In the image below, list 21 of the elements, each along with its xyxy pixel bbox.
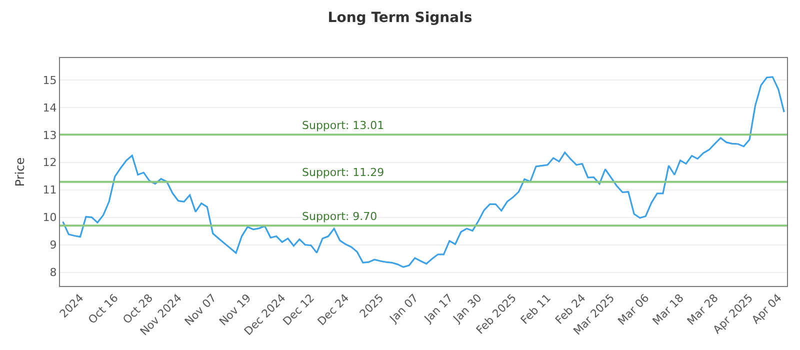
y-tick-label: 10 xyxy=(42,211,57,224)
y-axis-title: Price xyxy=(13,157,28,187)
y-tick-label: 14 xyxy=(42,101,57,114)
y-tick-label: 13 xyxy=(42,128,57,142)
ref-line-label: Support: 9.70 xyxy=(302,210,378,223)
y-tick-label: 11 xyxy=(42,184,57,197)
ref-line-label: Support: 13.01 xyxy=(302,119,384,132)
y-tick-label: 12 xyxy=(42,156,57,170)
x-tick-label: Oct 16 xyxy=(86,292,121,327)
x-tick-label: Jan 07 xyxy=(386,292,421,326)
x-tick-label: Mar 18 xyxy=(650,292,686,328)
x-tick-label: Mar 06 xyxy=(615,292,652,328)
y-tick-label: 15 xyxy=(42,74,57,87)
y-tick-label: 9 xyxy=(50,238,57,252)
x-tick-label: Dec 24 xyxy=(315,292,352,328)
chart-title: Long Term Signals xyxy=(328,10,472,26)
y-tick-label: 8 xyxy=(50,266,57,280)
x-tick-label: Feb 11 xyxy=(518,292,554,327)
ref-line-label: Support: 11.29 xyxy=(302,166,384,179)
x-tick-label: Nov 07 xyxy=(182,292,219,328)
line-series xyxy=(62,76,785,268)
